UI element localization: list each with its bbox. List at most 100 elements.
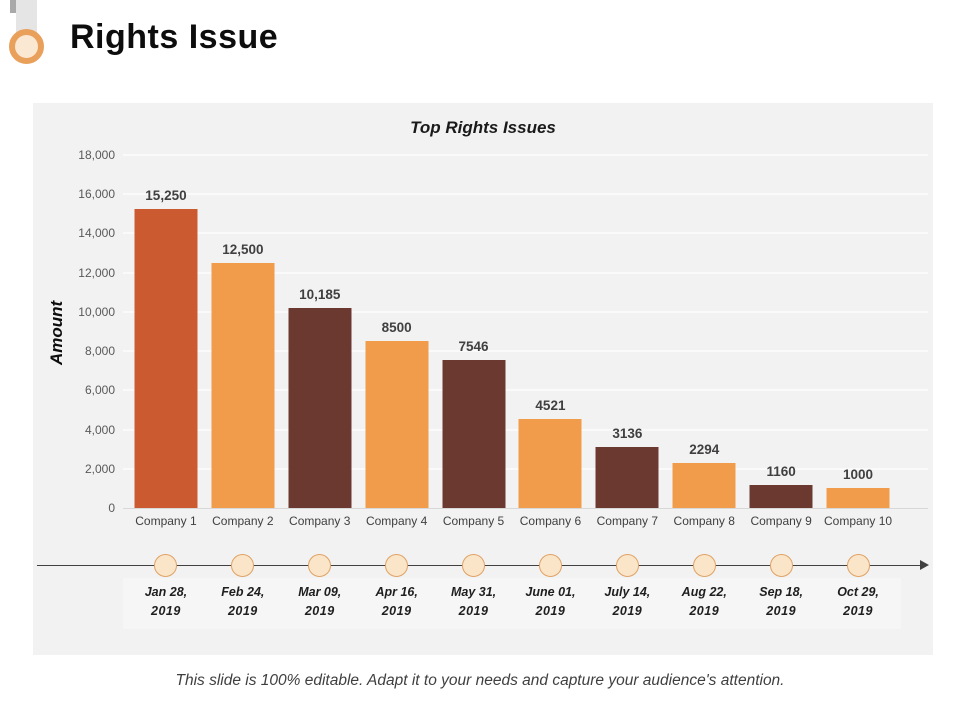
x-axis-label: Company 4: [365, 514, 428, 528]
timeline-date: July 14, 2019: [584, 578, 671, 629]
timeline-date-line2: 2019: [458, 604, 489, 619]
gridline: [123, 193, 928, 196]
timeline-date: Apr 16, 2019: [353, 578, 440, 629]
timeline-date: Aug 22, 2019: [661, 578, 748, 629]
timeline-node: [385, 554, 409, 577]
page-title: Rights Issue: [70, 18, 279, 56]
bar: [595, 446, 659, 508]
bar-value-label: 12,500: [222, 241, 264, 257]
timeline-date: Oct 29, 2019: [815, 578, 902, 629]
bar: [672, 463, 736, 508]
gridline: [123, 350, 928, 353]
bar-value-label: 3136: [612, 425, 643, 441]
x-axis-labels: Company 1 Company 2 Company 3 Company 4 Comp…: [123, 514, 928, 534]
x-axis-label: Company 9: [750, 514, 812, 528]
bar: [826, 488, 890, 508]
timeline-date: Jan 28, 2019: [122, 578, 209, 629]
bar-value-label: 10,185: [299, 287, 341, 303]
timeline-date-line1: Apr 16,: [375, 585, 418, 599]
gridline: [123, 154, 928, 156]
bar: [134, 208, 198, 508]
bar-column: 1160: [743, 155, 820, 508]
timeline-node: [308, 554, 332, 577]
bar: [749, 485, 813, 508]
x-axis-line: [123, 508, 928, 509]
footer-note: This slide is 100% editable. Adapt it to…: [175, 672, 785, 689]
bar-value-label: 2294: [689, 442, 720, 458]
bar: [288, 308, 352, 508]
timeline-node: [154, 554, 178, 577]
ring-icon: [9, 29, 44, 64]
y-tick-label: 0: [108, 501, 115, 515]
timeline-date-line2: 2019: [612, 604, 643, 619]
gridline: [123, 232, 928, 235]
bar-value-label: 8500: [381, 320, 412, 336]
timeline-date: June 01, 2019: [507, 578, 594, 629]
chart-panel: Top Rights Issues Amount 0 2,000 4,000 6,00…: [33, 103, 933, 655]
timeline-date-line2: 2019: [304, 604, 335, 619]
y-tick-label: 4,000: [84, 422, 115, 437]
bar-column: 12,500: [204, 155, 281, 508]
timeline-date-line2: 2019: [381, 604, 412, 619]
bar-column: 4521: [512, 155, 589, 508]
timeline-date-line1: Jan 28,: [144, 585, 188, 599]
bar-value-label: 4521: [535, 398, 566, 414]
timeline-date-line2: 2019: [227, 604, 258, 619]
x-axis-label: Company 2: [212, 514, 274, 528]
bar: [365, 341, 429, 508]
timeline-date-line1: Sep 18,: [759, 585, 804, 599]
bar-column: 2294: [666, 155, 743, 508]
bar-column: 3136: [589, 155, 666, 508]
bar-column: 10,185: [281, 155, 358, 508]
x-axis-label: Company 10: [824, 514, 893, 528]
bar-value-label: 1160: [766, 464, 796, 480]
timeline-node: [538, 554, 562, 577]
bar: [442, 360, 506, 508]
timeline-node: [231, 554, 255, 577]
timeline-date: May 31, 2019: [430, 578, 517, 629]
timeline-date: Feb 24, 2019: [199, 578, 286, 629]
y-tick-label: 6,000: [84, 383, 115, 398]
x-axis-label: Company 8: [673, 514, 735, 528]
bar: [518, 419, 582, 508]
timeline-date-line1: Mar 09,: [298, 585, 342, 599]
timeline-date-line1: Feb 24,: [221, 585, 265, 599]
x-axis-label: Company 3: [289, 514, 351, 528]
timeline-date-line2: 2019: [689, 604, 720, 619]
x-axis-label: Company 1: [135, 514, 197, 528]
y-tick-label: 2,000: [84, 461, 115, 476]
gridline: [123, 271, 928, 274]
timeline-node: [846, 554, 870, 577]
y-tick-label: 16,000: [78, 187, 115, 202]
bar-column: 1000: [820, 155, 897, 508]
bar: [211, 262, 275, 508]
y-tick-label: 10,000: [78, 304, 115, 319]
timeline-date: Mar 09, 2019: [276, 578, 363, 629]
gridline: [123, 310, 928, 313]
x-axis-label: Company 5: [442, 514, 505, 528]
gridline: [123, 389, 928, 392]
plot-area: 15,250 12,500 10,185 8500 7546 4521 3136 2294 11…: [123, 154, 928, 509]
y-tick-label: 14,000: [78, 226, 115, 241]
timeline-node: [692, 554, 716, 577]
timeline-date-line2: 2019: [151, 604, 181, 619]
x-axis-label: Company 7: [596, 514, 659, 528]
timeline-node: [769, 554, 793, 577]
bar-value-label: 15,250: [145, 187, 187, 203]
bar-value-label: 7546: [458, 339, 489, 355]
bar-column: 15,250: [128, 155, 205, 508]
x-axis-label: Company 6: [519, 514, 582, 528]
timeline-date-line1: May 31,: [450, 585, 497, 599]
timeline-date-line2: 2019: [843, 604, 873, 619]
timeline-date-line1: Oct 29,: [837, 585, 879, 599]
timeline-node: [462, 554, 486, 577]
header-accent-bar: [16, 0, 37, 38]
timeline-date-line1: Aug 22,: [681, 585, 727, 599]
timeline-date: Sep 18, 2019: [738, 578, 825, 629]
chart-title: Top Rights Issues: [410, 118, 556, 137]
timeline-arrow-icon: [920, 560, 929, 570]
timeline-node: [615, 554, 639, 577]
timeline-date-line1: July 14,: [604, 585, 651, 599]
bar-value-label: 1000: [843, 467, 874, 483]
